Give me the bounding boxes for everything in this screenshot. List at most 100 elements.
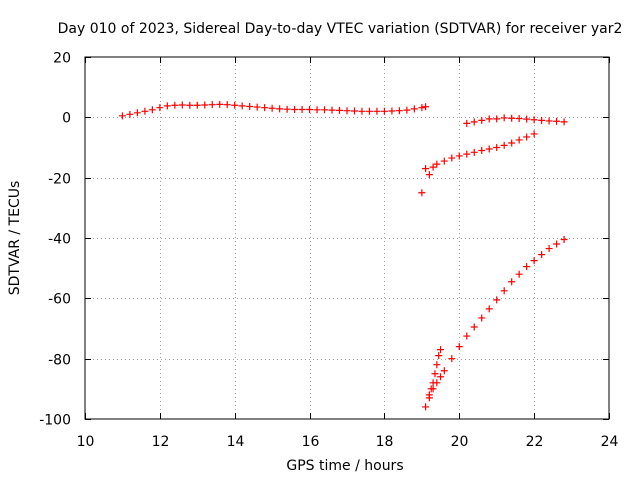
data-point (553, 117, 561, 125)
data-point (523, 133, 531, 141)
data-points (118, 100, 568, 411)
data-point (422, 165, 430, 173)
series-track-rising-upper (418, 130, 538, 197)
data-point (133, 109, 141, 117)
data-point (298, 105, 306, 113)
data-point (437, 373, 445, 381)
data-point (500, 287, 508, 295)
x-tick-label: 10 (77, 434, 95, 450)
series-track-upper-band (118, 100, 430, 120)
x-axis-label: GPS time / hours (286, 458, 403, 474)
data-point (276, 105, 284, 113)
x-tick-label: 16 (302, 434, 320, 450)
data-point (448, 154, 456, 162)
data-point (313, 106, 321, 114)
data-point (118, 112, 126, 120)
data-point (433, 361, 441, 369)
y-tick-label: -60 (48, 292, 71, 308)
data-point (538, 251, 546, 259)
x-tick-label: 22 (526, 434, 544, 450)
y-tick-label: -100 (39, 413, 71, 429)
data-point (246, 102, 254, 110)
data-point (435, 352, 443, 360)
data-point (388, 107, 396, 115)
y-tick-label: 0 (62, 111, 71, 127)
data-point (268, 104, 276, 112)
data-point (470, 118, 478, 126)
series-track-rising-lower (422, 236, 568, 411)
data-point (422, 403, 430, 411)
data-point (223, 101, 231, 109)
data-point (493, 115, 501, 123)
data-point (261, 104, 269, 112)
x-tick-label: 20 (451, 434, 469, 450)
data-point (508, 139, 516, 147)
y-tick-label: -20 (48, 172, 71, 188)
data-point (470, 323, 478, 331)
data-point (395, 107, 403, 115)
data-point (141, 107, 149, 115)
data-point (291, 105, 299, 113)
data-point (485, 305, 493, 313)
data-point (455, 343, 463, 351)
data-point (560, 236, 568, 244)
data-point (358, 107, 366, 115)
y-axis-label: SDTVAR / TECUs (7, 181, 23, 296)
series-track-right-band (463, 114, 568, 127)
data-point (231, 101, 239, 109)
data-point (437, 346, 445, 354)
data-point (410, 105, 418, 113)
data-point (336, 106, 344, 114)
data-point (508, 114, 516, 122)
data-point (365, 107, 373, 115)
data-point (523, 263, 531, 271)
data-point (463, 119, 471, 127)
data-point (422, 103, 430, 111)
data-point (515, 115, 523, 123)
data-point (216, 100, 224, 108)
data-point (321, 106, 329, 114)
data-point (283, 105, 291, 113)
data-point (545, 245, 553, 253)
data-point (530, 116, 538, 124)
axis-ticks: 10 12 14 16 18 20 22 24 -100 -80 -60 -40 -20 0 20 (39, 51, 618, 451)
data-point (418, 104, 426, 112)
data-point (433, 160, 441, 168)
grid-lines (85, 57, 609, 419)
data-point (163, 102, 171, 110)
data-point (470, 148, 478, 156)
data-point (500, 141, 508, 149)
series-track-short-spike (425, 346, 445, 402)
data-point (253, 103, 261, 111)
data-point (440, 367, 448, 375)
data-point (515, 136, 523, 144)
data-point (515, 270, 523, 278)
data-point (373, 107, 381, 115)
data-point (328, 106, 336, 114)
data-point (403, 106, 411, 114)
y-tick-label: -40 (48, 232, 71, 248)
data-point (530, 257, 538, 265)
data-point (208, 101, 216, 109)
data-point (485, 115, 493, 123)
data-point (429, 163, 437, 171)
data-point (493, 296, 501, 304)
data-point (343, 107, 351, 115)
data-point (178, 101, 186, 109)
x-tick-label: 14 (227, 434, 245, 450)
data-point (440, 157, 448, 165)
x-tick-label: 24 (601, 434, 619, 450)
data-point (493, 144, 501, 151)
data-point (560, 118, 568, 126)
data-point (463, 150, 471, 158)
y-tick-label: -80 (48, 353, 71, 369)
data-point (538, 116, 546, 124)
data-point (380, 107, 388, 115)
data-point (148, 106, 156, 114)
data-point (478, 314, 486, 322)
data-point (126, 110, 134, 118)
data-point (523, 115, 531, 123)
data-point (463, 332, 471, 340)
data-point (485, 145, 493, 153)
data-point (306, 105, 314, 113)
